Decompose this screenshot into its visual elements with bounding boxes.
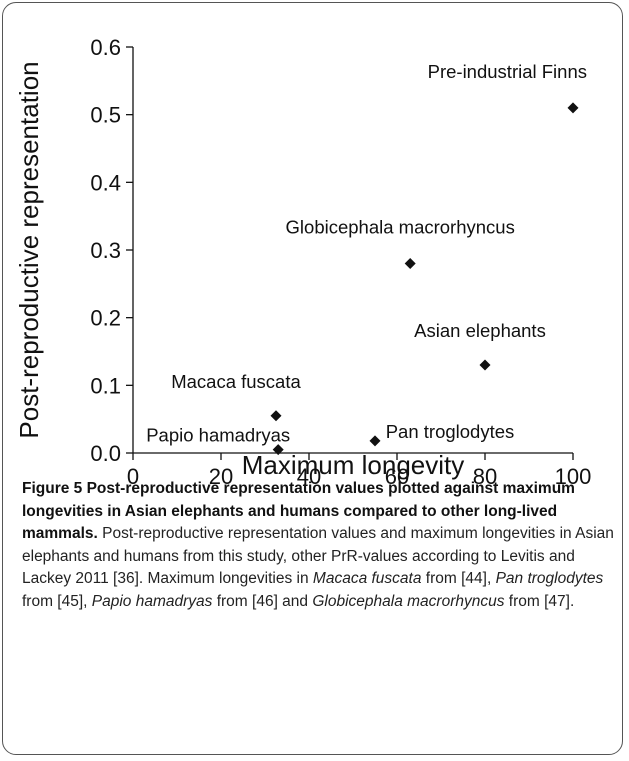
- caption-species: Macaca fuscata: [312, 570, 422, 587]
- y-tick-label: 0.5: [90, 103, 121, 128]
- y-axis-title: Post-reproductive representation: [14, 61, 44, 438]
- chart: Post-reproductive representation 0.0 0.1 0…: [14, 35, 591, 489]
- x-tick-label: 60: [385, 464, 409, 489]
- x-tick-label: 20: [209, 464, 233, 489]
- point-label: Asian elephants: [414, 320, 546, 341]
- caption-text: from [44],: [421, 570, 496, 587]
- caption-text: from [47].: [504, 592, 575, 610]
- point-label: Pan troglodytes: [386, 421, 515, 442]
- x-tick-label: 0: [127, 464, 139, 489]
- point-label: Macaca fuscata: [171, 371, 301, 392]
- data-point: [404, 258, 416, 270]
- caption-species: Papio hamadryas: [91, 592, 213, 610]
- caption: Figure 5 Post-reproductive representatio…: [22, 478, 614, 613]
- point-label: Pre-industrial Finns: [428, 61, 587, 82]
- y-tick-label: 0.4: [90, 170, 121, 195]
- caption-text: from [45],: [22, 592, 92, 610]
- y-tick-label: 0.6: [90, 35, 121, 60]
- caption-species: Globicephala macrorhyncus: [312, 592, 505, 610]
- caption-title: Figure 5 Post-reproductive representatio…: [22, 480, 575, 542]
- data-point: [270, 410, 282, 422]
- y-tick-label: 0.2: [90, 306, 121, 331]
- x-tick-label: 40: [297, 464, 321, 489]
- data-point: [479, 359, 491, 371]
- y-tick-label: 0.1: [90, 373, 121, 398]
- caption-species: Pan troglodytes: [495, 570, 604, 587]
- y-tick-label: 0.3: [90, 238, 121, 263]
- caption-text: from [46] and: [212, 592, 313, 610]
- y-tick-label: 0.0: [90, 441, 121, 466]
- point-label: Papio hamadryas: [146, 425, 290, 446]
- data-point: [369, 435, 381, 447]
- figure-frame: [2, 2, 623, 755]
- caption-text: Post-reproductive representation values …: [22, 525, 614, 587]
- x-tick-label: 80: [473, 464, 497, 489]
- data-point: [567, 102, 579, 114]
- data-point: [272, 444, 284, 456]
- point-label: Globicephala macrorhyncus: [286, 217, 515, 238]
- x-tick-label: 100: [555, 464, 592, 489]
- x-axis-title: Maximum longevity: [242, 450, 465, 480]
